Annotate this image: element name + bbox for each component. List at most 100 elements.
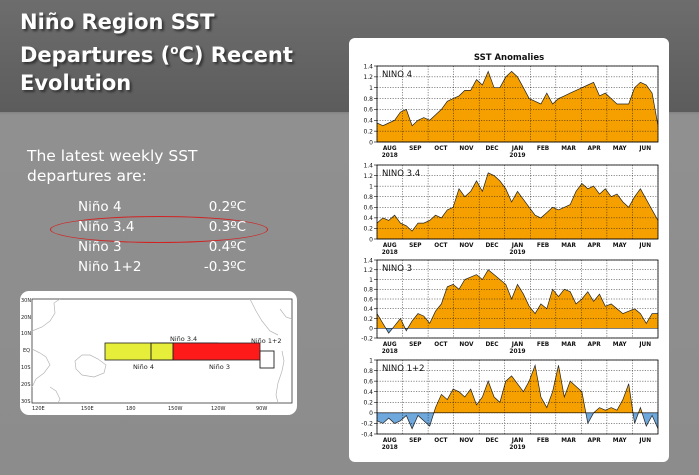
- region-name: Niño 4: [78, 199, 122, 215]
- lat-label: 20S: [21, 382, 31, 388]
- region-name: Niño 3.4: [78, 219, 135, 235]
- year-tick-label: 2019: [509, 250, 525, 256]
- month-tick-label: JAN: [511, 243, 524, 249]
- title-line-2a: Departures (: [20, 43, 171, 67]
- positive-anomaly-area: [377, 172, 658, 239]
- month-tick-label: SEP: [409, 342, 422, 348]
- lon-label: 150W: [168, 406, 183, 412]
- month-tick-label: NOV: [459, 243, 474, 249]
- month-tick-label: APR: [588, 342, 602, 348]
- panel-series-label: NINO 1+2: [382, 364, 425, 374]
- month-tick-label: FEB: [537, 146, 550, 152]
- month-tick-label: DEC: [485, 438, 498, 444]
- month-tick-label: MAY: [613, 243, 628, 249]
- month-tick-label: AUG: [383, 438, 397, 444]
- month-tick-label: FEB: [537, 243, 550, 249]
- region-name: Niño 1+2: [78, 259, 142, 275]
- lon-label: 120W: [211, 406, 226, 412]
- panel-series-label: NINO 3.4: [382, 169, 420, 179]
- series-line: [377, 363, 658, 430]
- y-tick-label: 1.2: [363, 173, 373, 180]
- month-tick-label: NOV: [459, 438, 474, 444]
- departure-row: Niño 4 0.2ºC: [78, 199, 258, 219]
- lon-label: 90W: [256, 406, 267, 412]
- panel-frame: [376, 65, 659, 143]
- lon-label: 120E: [32, 406, 45, 412]
- region-value: 0.4ºC: [208, 239, 246, 255]
- y-tick-label: 1.4: [363, 257, 373, 264]
- y-tick-label: 0.2: [363, 226, 373, 233]
- y-tick-label: 0.6: [363, 107, 373, 114]
- lon-label: 180: [126, 406, 136, 412]
- year-tick-label: 2018: [382, 349, 398, 355]
- month-tick-label: FEB: [537, 438, 550, 444]
- month-tick-label: MAY: [613, 146, 628, 152]
- departure-table: Niño 4 0.2ºC Niño 3.4 0.3ºC Niño 3 0.4ºC…: [78, 199, 258, 279]
- month-tick-label: MAR: [561, 243, 576, 249]
- negative-anomaly-area: [377, 412, 658, 429]
- y-tick-label: 0: [369, 326, 373, 333]
- sst-anomalies-chart: SST Anomalies 0 0.2 0.4 0.6 0.8 1 1.2 1.4 NINO 4…: [361, 53, 659, 451]
- year-tick-label: 2018: [382, 250, 398, 256]
- year-tick-label: 2018: [382, 445, 398, 451]
- month-tick-label: JUN: [638, 342, 651, 348]
- panel-series-label: NINO 3: [382, 264, 412, 274]
- panel-frame: [376, 259, 659, 339]
- lon-label: 150E: [81, 406, 94, 412]
- y-tick-label: -0.4: [361, 431, 373, 438]
- y-tick-label: 0.4: [363, 306, 373, 313]
- positive-anomaly-area: [377, 71, 658, 142]
- month-tick-label: APR: [588, 146, 602, 152]
- y-tick-label: 0.8: [363, 368, 373, 375]
- y-tick-label: 0: [369, 410, 373, 417]
- y-tick-label: 0.6: [363, 296, 373, 303]
- month-tick-label: JAN: [511, 342, 524, 348]
- y-tick-label: 1: [369, 357, 373, 364]
- month-tick-label: JUN: [638, 438, 651, 444]
- y-tick-label: 0.2: [363, 316, 373, 323]
- month-tick-label: OCT: [434, 342, 447, 348]
- month-tick-label: OCT: [434, 243, 447, 249]
- y-tick-label: -0.2: [361, 421, 373, 428]
- y-tick-label: 0.4: [363, 389, 373, 396]
- y-tick-label: 0.8: [363, 287, 373, 294]
- region-name: Niño 3: [78, 239, 122, 255]
- y-tick-label: 1.4: [363, 63, 373, 70]
- panel-series-label: NINO 4: [382, 70, 412, 80]
- month-tick-label: FEB: [537, 342, 550, 348]
- month-tick-label: MAY: [613, 438, 628, 444]
- month-tick-label: MAY: [613, 342, 628, 348]
- y-tick-label: 1: [369, 277, 373, 284]
- series-line: [377, 269, 658, 334]
- nino3-map-label: Niño 3: [209, 363, 230, 371]
- y-tick-label: 0.4: [363, 118, 373, 125]
- month-tick-label: OCT: [434, 438, 447, 444]
- month-tick-label: APR: [588, 438, 602, 444]
- month-tick-label: DEC: [485, 146, 498, 152]
- region-value: 0.2ºC: [208, 199, 246, 215]
- nino12-map-label: Niño 1+2: [251, 337, 282, 345]
- y-tick-label: 0.8: [363, 194, 373, 201]
- nino34-outline: [150, 342, 174, 361]
- nino34-highlight-ellipse: [50, 216, 268, 243]
- y-tick-label: 0.4: [363, 215, 373, 222]
- month-tick-label: DEC: [485, 342, 498, 348]
- y-tick-label: -0.2: [361, 335, 373, 342]
- month-tick-label: NOV: [459, 342, 474, 348]
- lat-label: 20N: [21, 315, 31, 321]
- month-tick-label: JAN: [511, 438, 524, 444]
- y-tick-label: 0: [369, 236, 373, 243]
- year-tick-label: 2019: [509, 349, 525, 355]
- nino12-box: [259, 350, 275, 369]
- y-tick-label: 1: [369, 85, 373, 92]
- region-value: 0.3ºC: [208, 219, 246, 235]
- lat-label: 30S: [21, 399, 31, 405]
- title-line-1: Niño Region SST: [20, 10, 215, 34]
- month-tick-label: SEP: [409, 438, 422, 444]
- slide-title: Niño Region SST Departures (oC) Recent E…: [20, 8, 340, 97]
- month-tick-label: JUN: [638, 243, 651, 249]
- month-tick-label: MAR: [561, 342, 576, 348]
- y-tick-label: 1.2: [363, 267, 373, 274]
- nino-regions-map: Niño 4 Niño 3.4 Niño 3 Niño 1+2 30N 20N …: [21, 298, 293, 412]
- positive-anomaly-area: [377, 365, 658, 413]
